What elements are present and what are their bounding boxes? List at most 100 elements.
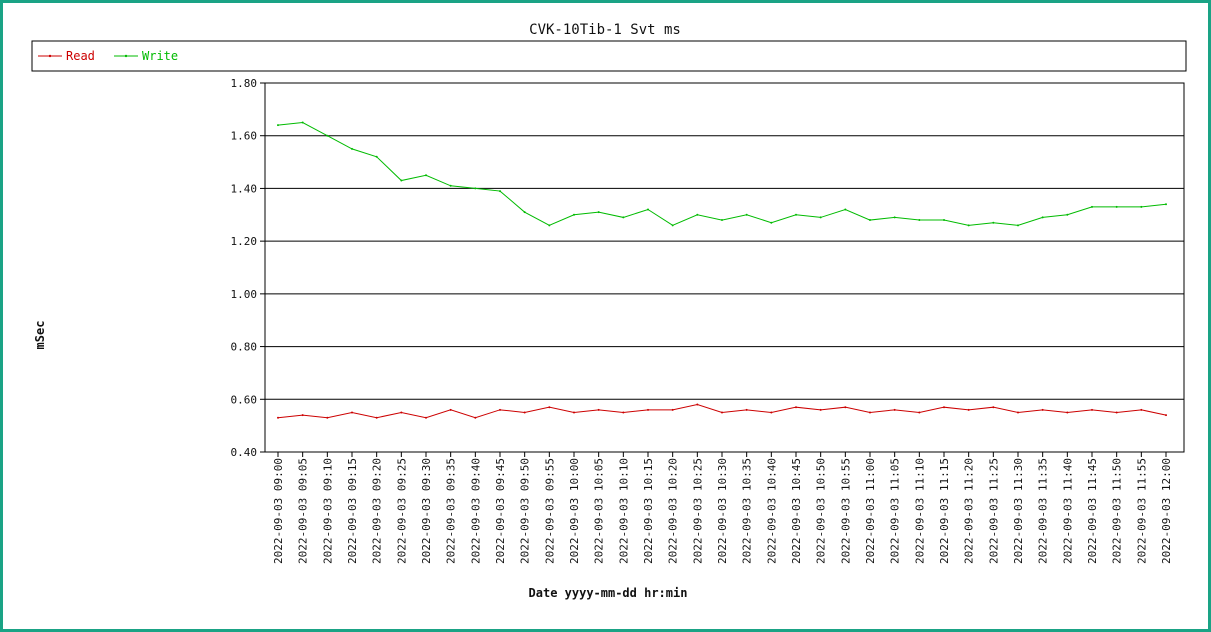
legend-label-write: Write	[142, 49, 178, 63]
x-tick-label-12: 2022-09-03 10:00	[568, 458, 581, 564]
y-tick-label-3: 1.00	[231, 288, 258, 301]
point-read-9	[499, 408, 501, 411]
x-tick-label-13: 2022-09-03 10:05	[593, 458, 606, 564]
x-tick-label-11: 2022-09-03 09:55	[543, 458, 556, 564]
y-tick-label-5: 1.40	[231, 182, 258, 195]
legend-box	[31, 40, 1187, 72]
y-tick-label-6: 1.60	[231, 130, 258, 143]
point-write-9	[499, 190, 501, 193]
x-tick-label-30: 2022-09-03 11:30	[1012, 458, 1025, 564]
plot-area	[264, 82, 1185, 453]
x-tick-label-29: 2022-09-03 11:25	[987, 458, 1000, 564]
y-tick-label-2: 0.80	[231, 341, 258, 354]
point-read-23	[844, 406, 847, 409]
x-axis-label: Date yyyy-mm-dd hr:min	[529, 586, 688, 600]
point-write-36	[1165, 203, 1167, 206]
point-write-21	[795, 213, 797, 216]
point-read-35	[1140, 408, 1143, 411]
point-read-14	[622, 411, 625, 414]
point-read-36	[1165, 414, 1167, 417]
point-write-1	[301, 121, 304, 124]
y-tick-label-0: 0.40	[231, 446, 258, 459]
point-read-27	[943, 406, 945, 409]
point-write-17	[696, 213, 699, 216]
point-write-32	[1066, 213, 1069, 216]
point-write-35	[1140, 205, 1143, 208]
x-tick-label-8: 2022-09-03 09:40	[469, 458, 482, 564]
legend-marker-write	[124, 54, 128, 58]
point-read-13	[597, 408, 600, 411]
x-tick-label-36: 2022-09-03 12:00	[1160, 458, 1173, 564]
point-read-4	[375, 416, 378, 419]
point-write-10	[523, 211, 526, 214]
y-tick-label-7: 1.80	[231, 77, 258, 90]
x-tick-label-0: 2022-09-03 09:00	[272, 458, 285, 564]
point-read-6	[425, 416, 427, 419]
x-tick-label-2: 2022-09-03 09:10	[321, 458, 334, 564]
point-write-8	[474, 187, 477, 190]
point-read-31	[1041, 408, 1044, 411]
point-read-3	[351, 411, 353, 414]
x-tick-label-9: 2022-09-03 09:45	[494, 458, 507, 564]
point-read-26	[918, 411, 921, 414]
x-tick-label-19: 2022-09-03 10:35	[741, 458, 754, 564]
point-write-19	[745, 213, 748, 216]
legend-label-read: Read	[66, 49, 95, 63]
point-write-11	[548, 224, 551, 227]
series	[277, 121, 1167, 419]
point-write-27	[943, 219, 945, 222]
x-tick-label-31: 2022-09-03 11:35	[1037, 458, 1050, 564]
x-tick-label-33: 2022-09-03 11:45	[1086, 458, 1099, 564]
point-read-7	[449, 408, 452, 411]
point-write-0	[277, 124, 279, 127]
point-read-29	[992, 406, 995, 409]
point-write-12	[573, 213, 575, 216]
x-tick-label-4: 2022-09-03 09:20	[371, 458, 384, 564]
point-write-15	[647, 208, 649, 211]
point-write-22	[819, 216, 822, 219]
point-write-28	[967, 224, 970, 227]
point-read-28	[967, 408, 970, 411]
x-tick-label-26: 2022-09-03 11:10	[913, 458, 926, 564]
x-tick-label-34: 2022-09-03 11:50	[1111, 458, 1124, 564]
y-axis-ticks: 0.40 0.60 0.80 1.00 1.20 1.40 1.60 1.80	[231, 77, 265, 459]
x-tick-label-14: 2022-09-03 10:10	[617, 458, 630, 564]
x-tick-label-18: 2022-09-03 10:30	[716, 458, 729, 564]
x-tick-label-3: 2022-09-03 09:15	[346, 458, 359, 564]
x-tick-label-27: 2022-09-03 11:15	[938, 458, 951, 564]
point-read-17	[696, 403, 699, 406]
point-read-12	[573, 411, 575, 414]
chart-title: CVK-10Tib-1 Svt ms	[529, 22, 681, 38]
x-tick-label-7: 2022-09-03 09:35	[445, 458, 458, 564]
x-tick-label-20: 2022-09-03 10:40	[765, 458, 778, 564]
point-write-16	[671, 224, 674, 227]
point-read-34	[1115, 411, 1118, 414]
point-read-0	[277, 416, 279, 419]
x-tick-label-17: 2022-09-03 10:25	[691, 458, 704, 564]
point-read-8	[474, 416, 477, 419]
point-read-30	[1017, 411, 1019, 414]
point-write-26	[918, 219, 921, 222]
point-write-24	[869, 219, 871, 222]
point-read-16	[671, 408, 674, 411]
x-tick-label-1: 2022-09-03 09:05	[297, 458, 310, 564]
point-read-11	[548, 406, 551, 409]
point-write-23	[844, 208, 847, 211]
series-line-read	[277, 404, 1167, 419]
x-tick-label-22: 2022-09-03 10:50	[815, 458, 828, 564]
point-read-24	[869, 411, 871, 414]
point-write-18	[721, 219, 723, 222]
y-tick-label-4: 1.20	[231, 235, 258, 248]
point-write-4	[375, 155, 378, 158]
point-read-33	[1091, 408, 1093, 411]
point-write-34	[1115, 205, 1118, 208]
point-read-20	[770, 411, 773, 414]
point-write-3	[351, 147, 353, 150]
point-write-30	[1017, 224, 1019, 227]
series-line-write	[277, 122, 1167, 226]
legend-marker-read	[48, 54, 52, 58]
x-tick-label-15: 2022-09-03 10:15	[642, 458, 655, 564]
x-tick-label-25: 2022-09-03 11:05	[889, 458, 902, 564]
point-read-5	[400, 411, 403, 414]
